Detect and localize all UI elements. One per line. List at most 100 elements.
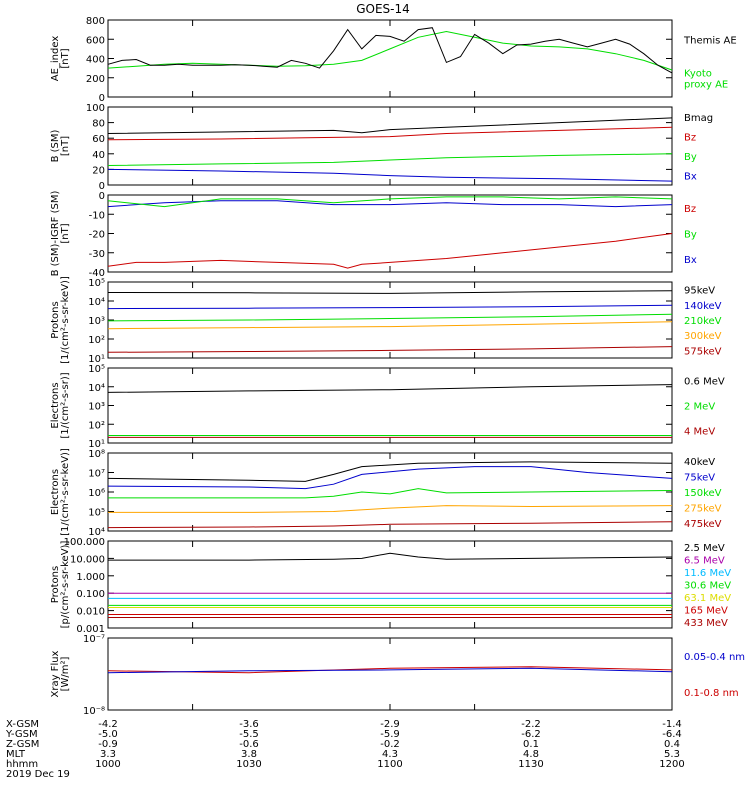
y-tick-label: 10³ bbox=[88, 402, 105, 413]
ephemeris-value: 1000 bbox=[95, 759, 120, 770]
y-tick-label: 800 bbox=[86, 16, 105, 27]
y-tick-label: 10⁵ bbox=[88, 508, 105, 519]
y-axis-label: [1/(cm²-s-sr)] bbox=[60, 372, 71, 438]
y-tick-label: 10² bbox=[88, 420, 105, 431]
series-line-bx bbox=[107, 200, 673, 208]
y-tick-label: 10⁻⁸ bbox=[83, 706, 105, 717]
y-tick-label: 10¹ bbox=[88, 439, 105, 450]
legend-entry: Bmag bbox=[684, 113, 713, 124]
legend-entry: Bz bbox=[684, 204, 696, 215]
legend-entry: 63.1 MeV bbox=[684, 593, 731, 604]
series-line-bx bbox=[107, 168, 673, 182]
y-axis-label: [1/(cm²-s-sr-keV)] bbox=[60, 276, 71, 364]
y-tick-label: 40 bbox=[92, 150, 105, 161]
legend-entry: By bbox=[684, 152, 697, 163]
legend-entry: 2 MeV bbox=[684, 402, 715, 413]
ephemeris-value: -6.4 bbox=[662, 729, 682, 740]
y-tick-label: 10³ bbox=[88, 316, 105, 327]
ephemeris-value: 5.3 bbox=[664, 749, 680, 760]
y-tick-label: 0.100 bbox=[76, 589, 105, 600]
y-tick-label: 0 bbox=[99, 191, 105, 202]
panel-frame bbox=[107, 19, 673, 98]
panel-frame bbox=[107, 106, 673, 186]
legend-entry: 475keV bbox=[684, 519, 722, 530]
legend-entry: 6.5 MeV bbox=[684, 556, 725, 567]
panel-frame bbox=[107, 637, 673, 711]
ephemeris-value: -0.2 bbox=[380, 739, 400, 750]
y-tick-label: 100.000 bbox=[64, 537, 105, 548]
legend-entry: 4 MeV bbox=[684, 427, 715, 438]
y-axis-label: Electrons bbox=[50, 469, 61, 515]
ephemeris-value: 4.8 bbox=[523, 749, 539, 760]
y-axis-label: [1/(cm²-s-sr-keV)] bbox=[60, 448, 71, 536]
ephemeris-value: 1200 bbox=[659, 759, 684, 770]
y-tick-label: 0.001 bbox=[76, 624, 105, 635]
y-tick-label: 10⁵ bbox=[88, 278, 105, 289]
legend-entry: 140keV bbox=[684, 301, 722, 312]
panel-bigrf: -40 -30 -20 -10 0 B (SM)-IGRF (SM) [nT] Bx By Bz bbox=[50, 191, 697, 279]
legend-entry: 575keV bbox=[684, 346, 722, 357]
y-tick-label: 10⁵ bbox=[88, 364, 105, 375]
legend-entry: Kyoto bbox=[684, 68, 712, 79]
ephemeris-value: -3.6 bbox=[239, 719, 259, 730]
ephemeris-value: 3.3 bbox=[100, 749, 116, 760]
legend-entry: 95keV bbox=[684, 286, 715, 297]
legend-entry: 30.6 MeV bbox=[684, 581, 731, 592]
ephemeris-value: -5.5 bbox=[239, 729, 259, 740]
legend-entry: 0.1-0.8 nm bbox=[684, 688, 739, 699]
ephemeris-label: X-GSM bbox=[6, 719, 39, 730]
series-line-475kev bbox=[107, 521, 673, 529]
panel-protons2: 0.001 0.010 0.100 1.000 10.000 100.000 Protons… bbox=[50, 537, 731, 635]
ephemeris-value: -0.6 bbox=[239, 739, 259, 750]
ephemeris-label: 2019 Dec 19 bbox=[6, 769, 70, 780]
ephemeris-value: -1.4 bbox=[662, 719, 682, 730]
legend-entry: 210keV bbox=[684, 316, 722, 327]
y-axis-label: [nT] bbox=[60, 48, 71, 68]
y-axis-label: Protons bbox=[50, 301, 61, 338]
series-line-0-1-0-8-nm bbox=[107, 666, 673, 674]
legend-entry: proxy AE bbox=[684, 79, 728, 90]
y-tick-label: 20 bbox=[92, 165, 105, 176]
y-axis-label: Electrons bbox=[50, 382, 61, 428]
series-line-kyoto-proxy-ae bbox=[107, 30, 673, 71]
y-axis-label: AE_index bbox=[50, 36, 61, 82]
ephemeris-value: 4.3 bbox=[382, 749, 398, 760]
y-tick-label: 10⁷ bbox=[88, 469, 105, 480]
series-line-300kev bbox=[107, 321, 673, 330]
y-tick-label: 600 bbox=[86, 35, 105, 46]
y-axis-label: [nT] bbox=[60, 136, 71, 156]
series-line-bmag bbox=[107, 117, 673, 134]
series-line-by bbox=[107, 153, 673, 166]
panel-xray: 10⁻⁸ 10⁻⁷ Xray Flux [W/m²] 0.1-0.8 nm 0.05-0.… bbox=[50, 634, 745, 717]
series-line-150kev bbox=[108, 488, 673, 499]
y-axis-label: Protons bbox=[50, 566, 61, 603]
legend-entry: 40keV bbox=[684, 457, 715, 468]
ephemeris-value: 3.8 bbox=[241, 749, 257, 760]
y-tick-label: 10⁴ bbox=[88, 527, 105, 538]
y-tick-label: 10⁴ bbox=[88, 383, 105, 394]
legend-entry: Themis AE bbox=[683, 35, 737, 46]
legend-entry: 0.6 MeV bbox=[684, 377, 725, 388]
panel-frame bbox=[107, 367, 673, 444]
ephemeris-label: Y-GSM bbox=[5, 729, 38, 740]
series-line-140kev bbox=[107, 304, 673, 310]
legend-entry: Bz bbox=[684, 132, 696, 143]
series-line-95kev bbox=[107, 290, 673, 294]
y-tick-label: 10⁻⁷ bbox=[83, 634, 105, 645]
series-line-40kev bbox=[107, 461, 673, 482]
y-axis-label: [p/(cm²-s-sr-keV)] bbox=[60, 541, 71, 629]
ephemeris-value: 0.4 bbox=[664, 739, 680, 750]
y-axis-label: B (SM) bbox=[50, 129, 61, 162]
ephemeris-label: Z-GSM bbox=[6, 739, 39, 750]
ephemeris-value: -5.9 bbox=[380, 729, 400, 740]
y-tick-label: 10⁸ bbox=[88, 449, 105, 460]
y-axis-label: [W/m²] bbox=[60, 656, 71, 691]
y-tick-label: -10 bbox=[89, 210, 105, 221]
y-tick-label: -40 bbox=[89, 268, 105, 279]
y-tick-label: 80 bbox=[92, 119, 105, 130]
series-line-themis-ae bbox=[107, 27, 673, 74]
ephemeris-value: 1030 bbox=[236, 759, 261, 770]
ephemeris-label: MLT bbox=[6, 749, 26, 760]
legend-entry: 300keV bbox=[684, 331, 722, 342]
